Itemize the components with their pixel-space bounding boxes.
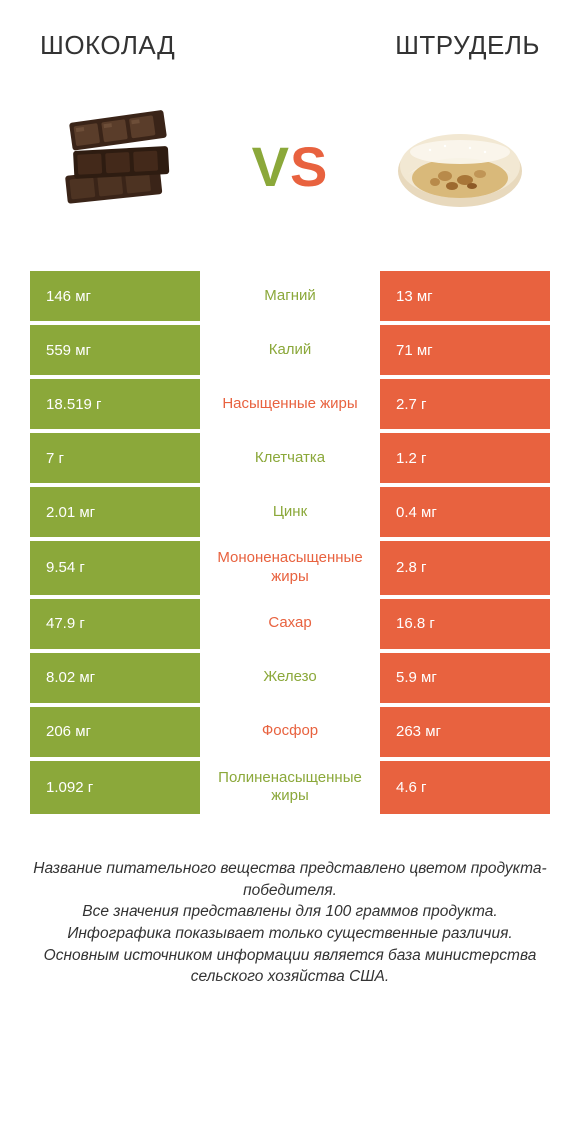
nutrient-name-cell: Фосфор [200, 707, 380, 757]
left-value-cell: 7 г [30, 433, 200, 483]
table-row: 9.54 гМононенасыщенные жиры2.8 г [30, 541, 550, 595]
header-titles: ШОКОЛАД ШТРУДЕЛЬ [0, 0, 580, 71]
left-value-cell: 18.519 г [30, 379, 200, 429]
nutrient-name-cell: Мононенасыщенные жиры [200, 541, 380, 595]
right-value-cell: 1.2 г [380, 433, 550, 483]
right-value-cell: 4.6 г [380, 761, 550, 815]
left-value-cell: 559 мг [30, 325, 200, 375]
left-value-cell: 8.02 мг [30, 653, 200, 703]
footer-line-1: Название питательного вещества представл… [30, 858, 550, 901]
vs-label: VS [252, 134, 329, 199]
nutrient-name-cell: Железо [200, 653, 380, 703]
nutrient-name-cell: Калий [200, 325, 380, 375]
footer-line-2: Все значения представлены для 100 граммо… [30, 901, 550, 923]
right-value-cell: 2.8 г [380, 541, 550, 595]
right-food-title: ШТРУДЕЛЬ [395, 30, 540, 61]
left-value-cell: 206 мг [30, 707, 200, 757]
table-row: 47.9 гСахар16.8 г [30, 599, 550, 649]
table-row: 7 гКлетчатка1.2 г [30, 433, 550, 483]
table-row: 146 мгМагний13 мг [30, 271, 550, 321]
right-value-cell: 5.9 мг [380, 653, 550, 703]
vs-s-letter: S [290, 135, 328, 198]
nutrient-name-cell: Магний [200, 271, 380, 321]
nutrient-name-cell: Цинк [200, 487, 380, 537]
right-value-cell: 2.7 г [380, 379, 550, 429]
table-row: 1.092 гПолиненасыщенные жиры4.6 г [30, 761, 550, 815]
left-value-cell: 1.092 г [30, 761, 200, 815]
left-value-cell: 9.54 г [30, 541, 200, 595]
right-value-cell: 71 мг [380, 325, 550, 375]
table-row: 18.519 гНасыщенные жиры2.7 г [30, 379, 550, 429]
table-row: 8.02 мгЖелезо5.9 мг [30, 653, 550, 703]
left-value-cell: 2.01 мг [30, 487, 200, 537]
right-value-cell: 263 мг [380, 707, 550, 757]
strudel-image [390, 96, 530, 236]
comparison-table: 146 мгМагний13 мг559 мгКалий71 мг18.519 … [0, 271, 580, 814]
chocolate-image [50, 96, 190, 236]
images-row: VS [0, 71, 580, 271]
right-value-cell: 0.4 мг [380, 487, 550, 537]
strudel-icon [390, 116, 530, 216]
chocolate-icon [55, 106, 185, 226]
left-value-cell: 146 мг [30, 271, 200, 321]
nutrient-name-cell: Сахар [200, 599, 380, 649]
nutrient-name-cell: Полиненасыщенные жиры [200, 761, 380, 815]
table-row: 206 мгФосфор263 мг [30, 707, 550, 757]
right-value-cell: 16.8 г [380, 599, 550, 649]
nutrient-name-cell: Насыщенные жиры [200, 379, 380, 429]
left-value-cell: 47.9 г [30, 599, 200, 649]
footer-line-4: Основным источником информации является … [30, 945, 550, 988]
vs-v-letter: V [252, 135, 290, 198]
table-row: 559 мгКалий71 мг [30, 325, 550, 375]
right-value-cell: 13 мг [380, 271, 550, 321]
footer-line-3: Инфографика показывает только существенн… [30, 923, 550, 945]
footer-notes: Название питательного вещества представл… [0, 818, 580, 988]
nutrient-name-cell: Клетчатка [200, 433, 380, 483]
left-food-title: ШОКОЛАД [40, 30, 175, 61]
table-row: 2.01 мгЦинк0.4 мг [30, 487, 550, 537]
